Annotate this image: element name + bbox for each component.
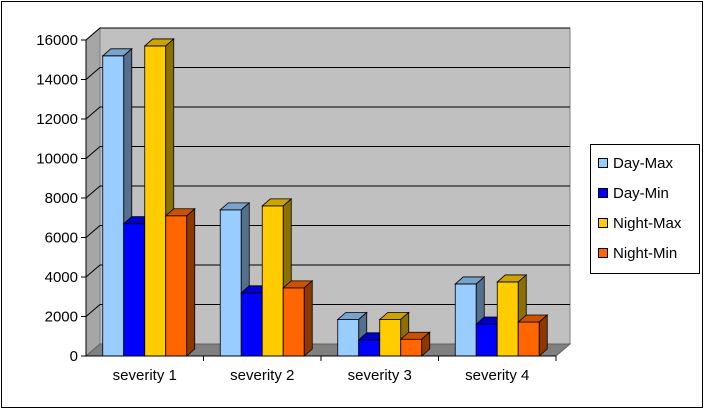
bar-severity-2-night-min (282, 279, 314, 357)
bar-severity-1-day-max (101, 47, 133, 357)
gridline (85, 264, 570, 278)
bar-side (186, 207, 196, 357)
bar-front (337, 319, 360, 357)
y-tick-label: 10000 (36, 151, 78, 168)
y-tick-label: 0 (70, 348, 78, 365)
bar-front (261, 205, 284, 357)
x-tick-label: severity 4 (465, 367, 529, 384)
legend-item-night-max: Night-Max (598, 214, 681, 232)
y-tick-label: 14000 (36, 72, 78, 89)
legend: Day-Max Day-Min Night-Max Night-Min (590, 144, 700, 274)
bar-front (400, 338, 423, 357)
x-tick-label: severity 2 (230, 367, 294, 384)
legend-label-night-min: Night-Min (613, 244, 678, 262)
y-tick-label: 2000 (45, 309, 78, 326)
bar-side (303, 279, 313, 357)
y-tick-label: 8000 (45, 190, 78, 207)
bar-front (496, 281, 519, 357)
gridline (85, 304, 570, 317)
bar-severity-1-night-min (164, 207, 196, 357)
y-tick-label: 6000 (45, 230, 78, 247)
y-tick-label: 16000 (36, 32, 78, 49)
bar-front (454, 283, 477, 357)
gridline (85, 146, 570, 159)
legend-swatch-night-max (598, 218, 608, 228)
legend-swatch-day-max (598, 158, 608, 168)
bar-severity-4-night-min (517, 314, 549, 357)
bar-front (379, 319, 402, 357)
x-tick-label: severity 1 (113, 367, 177, 384)
bar-front (358, 339, 381, 357)
legend-swatch-day-min (598, 188, 608, 198)
legend-label-night-max: Night-Max (613, 214, 682, 232)
bar-front (240, 292, 263, 357)
legend-label-day-min: Day-Min (613, 184, 669, 202)
bar-front (144, 45, 167, 357)
bar-side (421, 331, 431, 357)
bar-side (538, 314, 548, 357)
bar-severity-3-night-min (399, 331, 431, 357)
legend-item-day-min: Day-Min (598, 184, 669, 202)
legend-label-day-max: Day-Max (613, 154, 674, 172)
bar-front (102, 55, 125, 357)
gridline (85, 185, 570, 199)
gridline (85, 225, 570, 238)
bar-severity-4-night-max (496, 274, 528, 357)
x-tick-label: severity 3 (348, 367, 412, 384)
y-tick-label: 12000 (36, 111, 78, 128)
gridline (85, 27, 570, 41)
bar-front (165, 215, 188, 357)
bar-front (219, 209, 242, 357)
bar-front (282, 287, 305, 357)
legend-item-day-max: Day-Max (598, 154, 673, 172)
bar-front (475, 323, 498, 357)
bar-front (517, 321, 540, 357)
y-tick-label: 4000 (45, 269, 78, 286)
legend-item-night-min: Night-Min (598, 244, 677, 262)
legend-swatch-night-min (598, 248, 608, 258)
gridline (85, 106, 570, 120)
gridline (85, 67, 570, 80)
bar-front (123, 223, 146, 357)
